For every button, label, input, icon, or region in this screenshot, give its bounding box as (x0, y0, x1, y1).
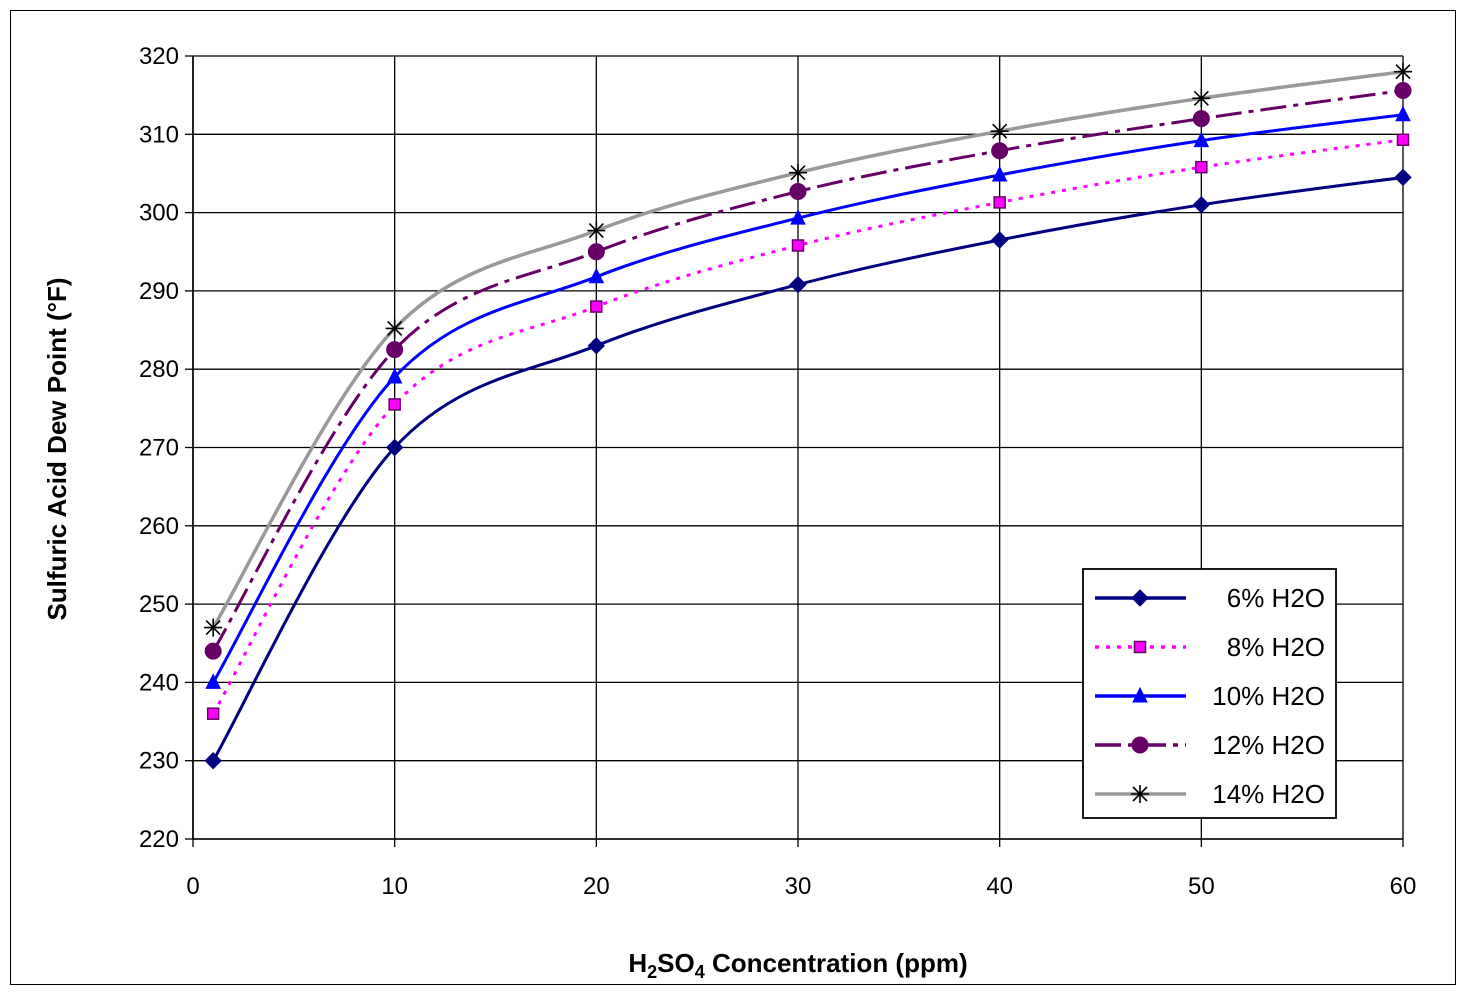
x-axis-label: H2SO4 Concentration (ppm) (628, 948, 967, 982)
data-point-star (789, 163, 807, 182)
x-tick-label: 50 (1188, 873, 1215, 900)
data-point-triangle (991, 165, 1008, 182)
legend-label: 6% H2O (1227, 583, 1325, 613)
data-point-triangle (790, 208, 806, 225)
y-tick-label: 310 (139, 121, 179, 148)
data-point-square (993, 196, 1006, 209)
data-point-square (1195, 160, 1208, 174)
data-point-triangle (1193, 131, 1210, 148)
x-tick-label: 60 (1390, 873, 1417, 900)
data-point-square (1133, 640, 1147, 654)
data-point-diamond (1394, 168, 1412, 187)
x-axis-label-sub1: 2 (647, 962, 657, 982)
x-tick-label: 20 (583, 873, 610, 900)
legend-label: 14% H2O (1212, 779, 1325, 809)
data-point-triangle (205, 673, 221, 689)
data-point-square (206, 707, 220, 720)
series-markers (204, 62, 1412, 770)
data-point-circle (1192, 110, 1210, 128)
y-tick-label: 320 (139, 43, 179, 70)
data-point-triangle (588, 267, 605, 284)
y-tick-label: 240 (139, 669, 179, 696)
data-point-star (1131, 785, 1149, 803)
y-tick-label: 230 (139, 748, 179, 775)
data-point-diamond (587, 337, 606, 355)
x-axis-label-mid: SO (657, 948, 695, 978)
x-tick-label: 40 (986, 873, 1013, 900)
legend: 6% H2O 8% H2O 10% H2O 12% H2O 14% H2O (1082, 568, 1337, 819)
data-point-square (388, 398, 401, 411)
series-line-3 (211, 89, 1404, 652)
data-point-square (791, 239, 805, 252)
data-point-star (587, 221, 606, 240)
data-point-star (385, 319, 404, 338)
legend-label: 8% H2O (1227, 632, 1325, 662)
y-tick-label: 270 (139, 435, 179, 462)
data-point-square (590, 300, 603, 313)
data-point-circle (587, 243, 605, 261)
x-tick-label: 0 (186, 873, 199, 900)
data-point-square (1396, 133, 1410, 147)
legend-box (1082, 568, 1337, 819)
y-tick-label: 290 (139, 278, 179, 305)
y-tick-label: 300 (139, 200, 179, 227)
y-tick-label: 220 (139, 826, 179, 853)
y-tick-label: 280 (139, 356, 179, 383)
chart-frame (10, 10, 1456, 985)
x-tick-label: 10 (381, 873, 408, 900)
data-point-diamond (1131, 589, 1149, 607)
data-point-diamond (204, 751, 222, 770)
series-line-1 (211, 138, 1404, 715)
x-axis-label-suffix: Concentration (ppm) (705, 948, 968, 978)
data-point-triangle (1395, 105, 1411, 122)
x-tick-label: 30 (785, 873, 812, 900)
data-point-triangle (386, 367, 403, 384)
data-point-star (990, 122, 1009, 141)
data-point-circle (1394, 81, 1412, 99)
data-point-diamond (385, 438, 404, 457)
data-point-diamond (990, 231, 1009, 249)
legend-label: 10% H2O (1212, 681, 1325, 711)
x-axis-label-sub2: 4 (695, 962, 705, 982)
data-point-circle (789, 182, 807, 200)
data-point-star (204, 618, 223, 637)
data-point-circle (1131, 736, 1149, 754)
data-point-star (1192, 89, 1211, 108)
data-point-triangle (1132, 686, 1148, 703)
data-point-star (1394, 62, 1412, 81)
y-axis-label: Sulfuric Acid Dew Point (°F) (42, 277, 72, 620)
legend-label: 12% H2O (1212, 730, 1325, 760)
y-tick-label: 260 (139, 513, 179, 540)
data-point-circle (386, 341, 404, 359)
axes: 220 230 240 250 260 270 280 290 300 310 320 0 10 20 30… (139, 43, 1416, 900)
x-axis-label-prefix: H (628, 948, 647, 978)
data-point-diamond (789, 275, 807, 294)
data-point-diamond (1192, 196, 1211, 214)
data-point-circle (991, 142, 1009, 160)
y-tick-label: 250 (139, 591, 179, 618)
data-point-circle (204, 642, 222, 660)
